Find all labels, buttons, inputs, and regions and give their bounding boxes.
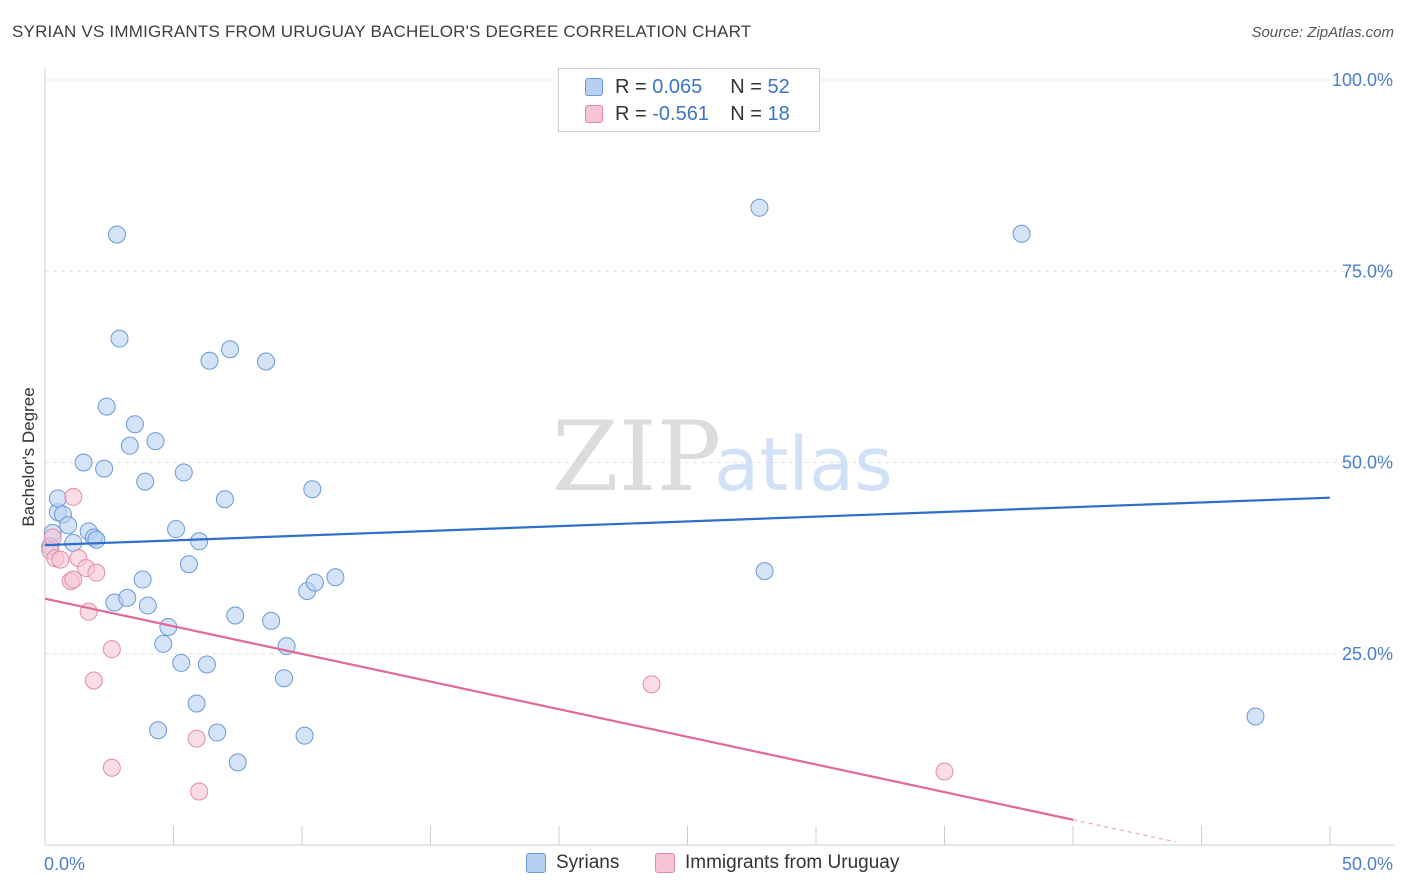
syrians-point: [74, 453, 93, 472]
zipatlas-watermark: ZIP atlas: [552, 401, 893, 513]
y-tick-label: 50.0%: [1342, 453, 1393, 473]
legend-r-label: R =: [615, 102, 647, 125]
syrians-point: [305, 573, 324, 592]
y-tick-labels: 25.0% 50.0% 75.0% 100.0%: [1332, 70, 1393, 664]
syrians-point: [200, 351, 219, 370]
bottom-swatch-blue: [526, 853, 546, 873]
syrians-point: [179, 555, 198, 574]
syrians-point: [95, 459, 114, 478]
uruguay-trend-extension: [1072, 819, 1176, 843]
uruguay-point: [935, 762, 954, 781]
data-points: [41, 198, 1265, 801]
uruguay-point: [43, 528, 62, 547]
legend-row-uruguay: R = -0.561 N = 18: [585, 101, 790, 127]
uruguay-point: [64, 487, 83, 506]
x-tick-labels: 0.0% 50.0%: [44, 854, 1393, 874]
syrians-point: [133, 570, 152, 589]
legend-row-syrians: R = 0.065 N = 52: [585, 74, 790, 100]
bottom-legend-label: Immigrants from Uruguay: [685, 852, 900, 873]
syrians-point: [1246, 707, 1265, 726]
syrians-point: [208, 723, 227, 742]
syrians-point: [125, 415, 144, 434]
y-tick-label: 75.0%: [1342, 261, 1393, 281]
legend-swatch-pink: [585, 105, 603, 123]
syrians-point: [110, 329, 129, 348]
uruguay-point: [102, 640, 121, 659]
source-credit: Source: ZipAtlas.com: [1251, 24, 1394, 41]
legend-n-label: N =: [730, 102, 762, 125]
x-tick-label: 50.0%: [1342, 854, 1393, 874]
bottom-swatch-pink: [655, 853, 675, 873]
legend-swatch-blue: [585, 78, 603, 96]
legend-r-value: -0.561: [652, 102, 709, 125]
bottom-legend-label: Syrians: [556, 852, 620, 873]
x-tick-label: 0.0%: [44, 854, 85, 874]
uruguay-point: [187, 729, 206, 748]
syrians-point: [48, 489, 67, 508]
axes: [44, 68, 1395, 846]
legend-n-value: 52: [767, 75, 790, 98]
syrians-point: [149, 721, 168, 740]
uruguay-point: [642, 675, 661, 694]
watermark-atlas: atlas: [714, 422, 893, 508]
syrians-point: [257, 352, 276, 371]
syrians-point: [146, 432, 165, 451]
syrians-point: [755, 562, 774, 581]
y-tick-label: 25.0%: [1342, 644, 1393, 664]
syrians-point: [97, 397, 116, 416]
uruguay-point: [64, 570, 83, 589]
syrians-point: [228, 753, 247, 772]
syrians-point: [120, 436, 139, 455]
syrians-point: [262, 611, 281, 630]
syrians-point: [136, 472, 155, 491]
syrians-point: [197, 655, 216, 674]
trend-lines: [44, 496, 1331, 843]
y-tick-label: 100.0%: [1332, 70, 1393, 90]
syrians-point: [295, 726, 314, 745]
uruguay-point: [84, 671, 103, 690]
syrians-point: [190, 532, 209, 551]
legend-r-value: 0.065: [652, 75, 703, 98]
syrians-point: [87, 530, 106, 549]
uruguay-point: [190, 782, 209, 801]
bottom-legend-uruguay: Immigrants from Uruguay: [655, 852, 899, 874]
syrians-point: [303, 480, 322, 499]
syrians-point: [187, 694, 206, 713]
syrians-point: [107, 225, 126, 244]
legend-n-value: 18: [767, 102, 790, 125]
legend-r-label: R =: [615, 75, 647, 98]
uruguay-trend-line: [44, 597, 1074, 821]
chart-title: SYRIAN VS IMMIGRANTS FROM URUGUAY BACHEL…: [12, 22, 752, 41]
gridlines: [45, 79, 1395, 655]
syrians-point: [226, 606, 245, 625]
uruguay-point: [51, 550, 70, 569]
syrians-point: [118, 588, 137, 607]
y-axis-label: Bachelor's Degree: [19, 387, 38, 526]
uruguay-point: [102, 758, 121, 777]
uruguay-point: [87, 563, 106, 582]
syrians-point: [172, 653, 191, 672]
syrians-point: [174, 463, 193, 482]
syrians-point: [215, 490, 234, 509]
syrians-point: [59, 516, 78, 535]
stats-legend: R = 0.065 N = 52 R = -0.561 N = 18: [558, 68, 820, 132]
syrians-point: [1012, 224, 1031, 243]
bottom-legend-syrians: Syrians: [526, 852, 619, 874]
syrians-point: [154, 634, 173, 653]
syrians-point: [167, 520, 186, 539]
syrians-point: [326, 568, 345, 587]
legend-n-label: N =: [730, 75, 762, 98]
syrians-point: [275, 669, 294, 688]
syrians-point: [138, 596, 157, 615]
watermark-zip: ZIP: [552, 401, 721, 513]
syrians-point: [221, 340, 240, 359]
syrians-trend-line: [44, 496, 1331, 547]
syrians-point: [750, 198, 769, 217]
